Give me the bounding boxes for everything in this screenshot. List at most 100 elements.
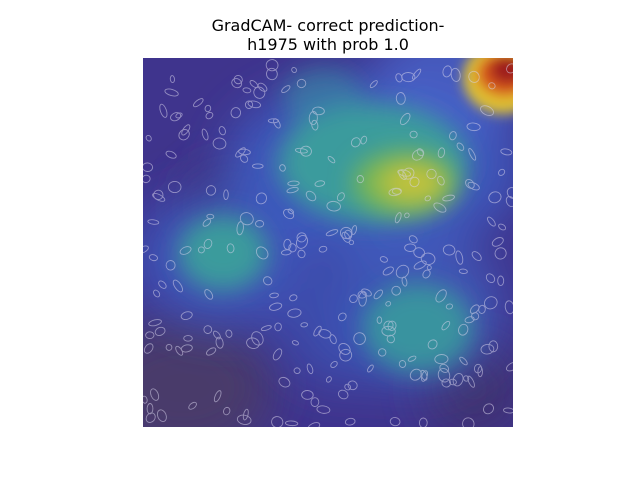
cell-outline (296, 78, 307, 89)
cell-outline (480, 105, 494, 116)
cell-outline (169, 75, 175, 84)
cell-outline (395, 73, 403, 83)
cell-outline (305, 190, 317, 202)
cell-outline (469, 304, 480, 314)
cell-outline (448, 378, 457, 386)
cell-outline (242, 408, 249, 421)
figure-title: GradCAM- correct prediction- h1975 with … (0, 16, 640, 54)
cell-outline (485, 273, 496, 284)
cell-outline (257, 82, 268, 92)
cell-outline (284, 420, 299, 427)
cell-outline (287, 308, 302, 318)
cell-outline (279, 164, 286, 172)
cell-outline (462, 417, 475, 427)
cell-outline (350, 137, 361, 148)
cell-outline (357, 290, 367, 299)
cell-outline (280, 249, 292, 256)
cell-outline (260, 325, 272, 332)
yellow-activation (353, 151, 457, 215)
cell-outline (473, 363, 483, 374)
cell-outline (148, 254, 158, 262)
gradcam-heatmap-image (143, 58, 513, 427)
cell-outline (286, 186, 299, 194)
cell-outline (402, 167, 415, 180)
cell-outline (233, 74, 243, 85)
cell-outline (239, 212, 254, 226)
cell-outline (337, 312, 347, 322)
cell-outline (437, 175, 445, 186)
cell-outline (504, 300, 513, 315)
cell-outline (437, 147, 446, 158)
cell-outlines (143, 59, 513, 427)
cell-outline (218, 126, 226, 136)
cell-outline (283, 208, 295, 220)
cell-outline (391, 188, 402, 195)
cell-outline (404, 212, 410, 219)
cell-outline (325, 376, 332, 383)
cell-outline (373, 289, 383, 300)
cell-outline (441, 320, 451, 331)
cell-outline (265, 59, 279, 72)
cell-outline (344, 417, 356, 426)
cell-outline (497, 275, 505, 287)
cell-outline (445, 303, 453, 310)
cell-outline (204, 104, 212, 113)
cell-outline (463, 375, 470, 382)
cell-outline (369, 80, 378, 89)
cell-outline (338, 342, 351, 355)
cell-outline (271, 416, 284, 427)
cell-outline (439, 363, 450, 373)
cell-outline (491, 237, 504, 247)
cell-outline (287, 180, 300, 187)
cell-outline (156, 409, 167, 423)
cell-outline (382, 266, 394, 276)
cell-outline (442, 65, 452, 78)
cell-outline (484, 296, 498, 310)
cell-outline (252, 163, 264, 169)
cell-outline (391, 285, 402, 296)
cell-outline (409, 176, 420, 188)
cell-outline (255, 220, 265, 228)
cell-outline (358, 291, 367, 307)
cell-outline (471, 312, 480, 321)
cell-outline (293, 367, 301, 374)
cell-outline (251, 331, 264, 346)
cell-outline (498, 223, 507, 231)
cell-outline (294, 147, 308, 154)
cell-outline (223, 189, 229, 201)
cell-outline (367, 364, 374, 373)
cell-outline (183, 335, 193, 342)
cell-outline (467, 375, 475, 388)
cell-outline (145, 134, 152, 142)
cell-outline (487, 216, 496, 227)
cell-outline (212, 137, 227, 150)
cell-outline (301, 390, 314, 400)
cell-outline (478, 304, 486, 314)
cell-outline (205, 185, 217, 196)
cell-outline (164, 88, 179, 97)
cell-outline (175, 112, 183, 119)
cell-outline (385, 301, 392, 307)
cell-outline (263, 276, 273, 286)
cell-outline (308, 111, 318, 126)
cell-outline (146, 403, 154, 415)
cell-outline (399, 112, 411, 126)
cell-outline (468, 70, 480, 83)
cell-outline (306, 363, 314, 375)
cell-outline (267, 118, 279, 124)
cell-outline (314, 180, 326, 187)
cell-outline (467, 181, 480, 191)
cell-outline (326, 200, 341, 212)
cell-outline (289, 294, 298, 302)
cell-outline (150, 388, 160, 401)
cell-outline (235, 147, 246, 158)
cell-outline (175, 345, 184, 356)
cell-outline (255, 246, 269, 260)
cell-outline (249, 80, 259, 88)
cell-outline (434, 354, 449, 365)
cell-outline (203, 325, 213, 334)
cell-outline (351, 225, 357, 235)
cell-outline (394, 212, 402, 224)
gradcam-overlay-svg (143, 58, 513, 427)
cell-outline (148, 319, 162, 327)
